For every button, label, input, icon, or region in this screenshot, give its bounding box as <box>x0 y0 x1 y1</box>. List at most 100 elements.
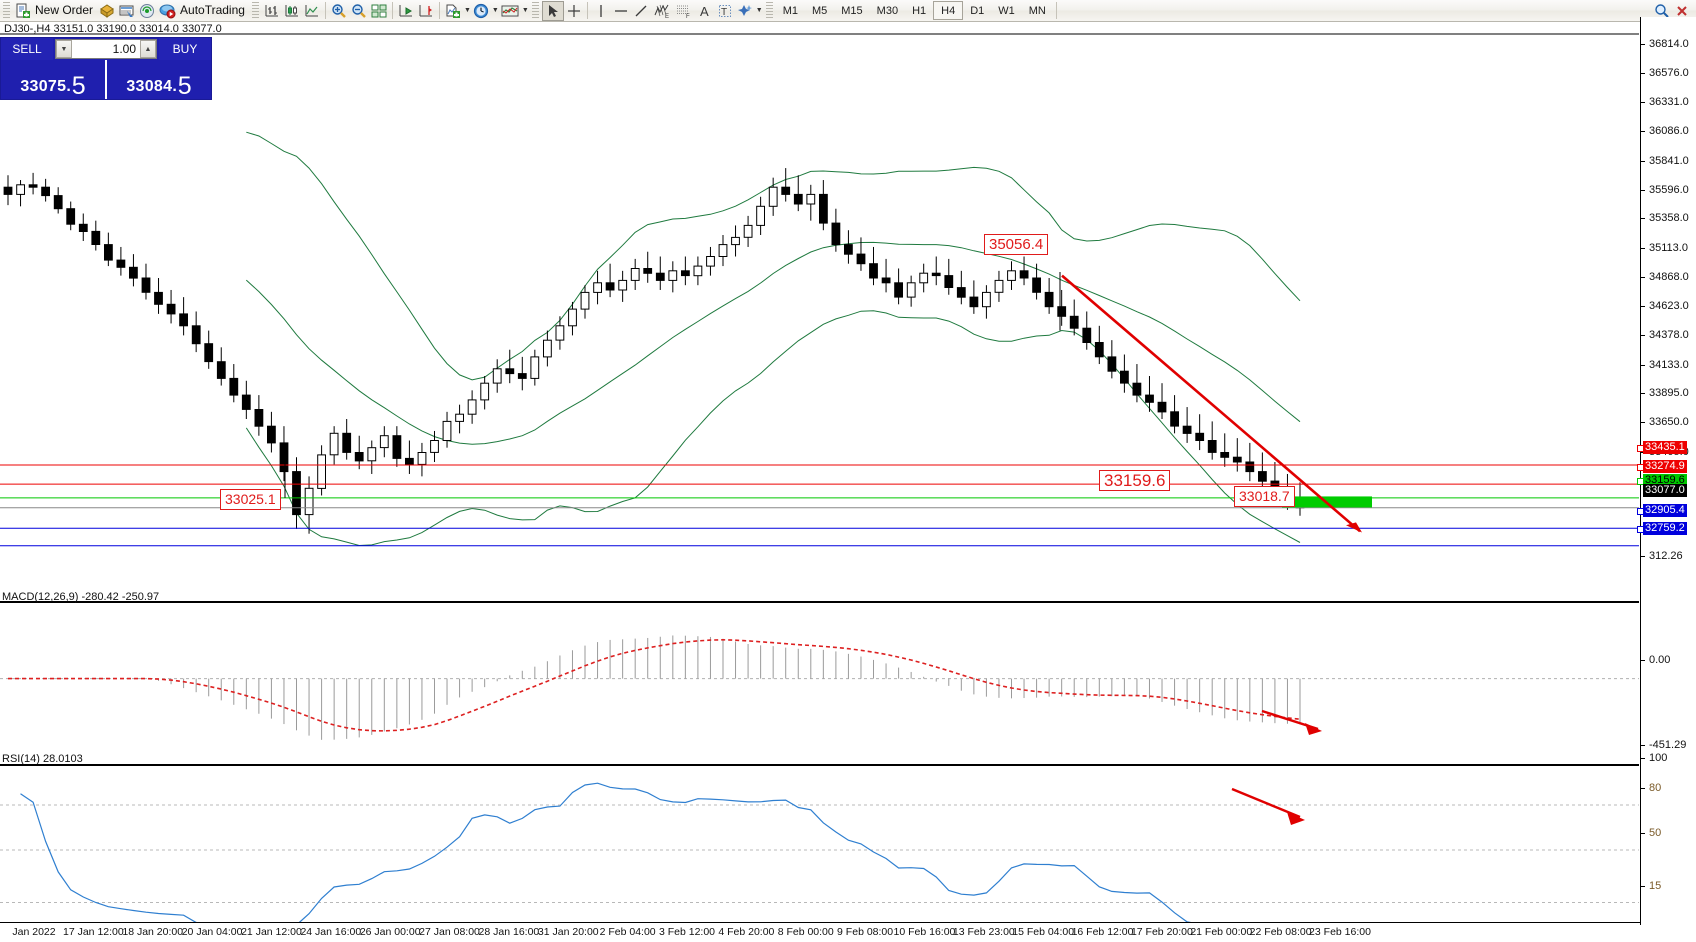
svg-text:T: T <box>721 7 727 18</box>
new-order-icon[interactable] <box>13 1 33 21</box>
templates-dropdown-arrow[interactable]: ▼ <box>521 7 529 14</box>
periods-dropdown-arrow[interactable]: ▼ <box>491 7 499 14</box>
text-label-icon[interactable]: T <box>715 1 735 21</box>
volume-stepper[interactable]: ▼ 1.00 ▲ <box>55 39 157 59</box>
price-level-handle-resistance-1[interactable] <box>1637 444 1644 452</box>
toolbar-grip-2[interactable] <box>251 2 259 19</box>
buy-button[interactable]: BUY <box>159 38 211 60</box>
date-axis-label: 31 Jan 20:00 <box>537 926 599 938</box>
buy-price[interactable]: 33084 . 5 <box>107 60 211 99</box>
shapes-icon[interactable] <box>735 1 755 21</box>
text-icon[interactable]: A <box>695 1 715 21</box>
autotrading-icon[interactable] <box>157 1 178 21</box>
timeframe-h4[interactable]: H4 <box>933 1 964 20</box>
indicators-dropdown-arrow[interactable]: ▼ <box>463 7 471 14</box>
chart-canvas-area[interactable] <box>0 17 1696 942</box>
horizontal-line-icon[interactable] <box>611 1 631 21</box>
fibonacci-icon[interactable]: F <box>673 1 695 21</box>
timeframe-m5[interactable]: M5 <box>811 4 828 17</box>
new-order-label[interactable]: New Order <box>35 3 94 17</box>
timeframe-w1[interactable]: W1 <box>998 4 1015 17</box>
tile-windows-icon[interactable] <box>369 1 389 21</box>
timeframe-h1[interactable]: H1 <box>912 4 927 17</box>
line-chart-icon[interactable] <box>302 1 322 21</box>
timeframe-group: M1 M5 M15 M30 H1 H4 D1 W1 MN <box>776 1 1053 20</box>
search-icon[interactable] <box>1652 1 1672 21</box>
price-level-handle-target-2[interactable] <box>1637 525 1644 533</box>
date-axis-label: 10 Feb 16:00 <box>893 926 956 938</box>
crosshair-icon[interactable] <box>564 1 584 21</box>
package-icon[interactable] <box>97 1 117 21</box>
trendline-icon[interactable] <box>631 1 651 21</box>
candlestick-chart-icon[interactable] <box>282 1 302 21</box>
toolbar-grip-4[interactable] <box>765 2 773 19</box>
svg-text:E: E <box>665 14 669 19</box>
volume-decrement-button[interactable]: ▼ <box>56 40 72 58</box>
rsi-axis-label: 80 <box>1649 782 1662 794</box>
vertical-line-icon[interactable] <box>591 1 611 21</box>
date-axis-label: 8 Feb 00:00 <box>777 926 834 938</box>
volume-increment-button[interactable]: ▲ <box>140 40 156 58</box>
volume-value[interactable]: 1.00 <box>112 42 136 56</box>
price-level-handle-resistance-2[interactable] <box>1637 464 1644 472</box>
close-icon[interactable] <box>1672 1 1692 21</box>
swing-high-label[interactable]: 35056.4 <box>984 234 1049 255</box>
price-axis-label: 36086.0 <box>1649 125 1689 138</box>
price-level-chip-target-2[interactable]: 32759.2 <box>1643 521 1687 535</box>
sell-price[interactable]: 33075 . 5 <box>1 60 105 99</box>
chart-shift-icon[interactable] <box>396 1 416 21</box>
periods-icon[interactable] <box>471 1 491 21</box>
timeframe-mn[interactable]: MN <box>1028 4 1046 17</box>
date-axis-label: 2 Feb 04:00 <box>599 926 656 938</box>
price-level-chip-resistance-1[interactable]: 33435.1 <box>1643 440 1687 454</box>
toolbar-separator-5 <box>1055 2 1057 19</box>
zoom-in-icon[interactable] <box>329 1 349 21</box>
date-axis-label: 13 Feb 23:00 <box>952 926 1015 938</box>
timeframe-m1[interactable]: M1 <box>782 4 798 17</box>
price-axis-tick <box>1641 422 1645 424</box>
price-axis-label: 35841.0 <box>1649 154 1689 167</box>
price-level-chip-support-green[interactable]: 33159.6 <box>1643 473 1687 487</box>
toolbar-right-group <box>1652 1 1696 21</box>
indicators-icon[interactable] <box>443 1 463 21</box>
cursor-icon[interactable] <box>541 0 564 21</box>
date-axis-label: Jan 2022 <box>12 926 56 938</box>
signals-icon[interactable] <box>137 1 157 21</box>
rsi-axis-label: 50 <box>1649 827 1662 839</box>
rsi-axis-tick <box>1641 758 1645 759</box>
price-axis[interactable]: 36814.0 36576.0 36331.0 36086.0 35841.0 35596… <box>1637 17 1696 925</box>
price-level-chip-current-price[interactable]: 33077.0 <box>1643 483 1687 497</box>
support-zone-label[interactable]: 33159.6 <box>1099 470 1171 491</box>
price-level-handle-support-green[interactable] <box>1637 477 1644 485</box>
price-level-chip-target-1[interactable]: 32905.4 <box>1643 504 1687 518</box>
price-chart-svg[interactable] <box>0 17 1696 942</box>
price-axis-label: 36576.0 <box>1649 66 1689 79</box>
timeframe-d1[interactable]: D1 <box>970 4 985 17</box>
bar-chart-icon[interactable] <box>262 1 282 21</box>
toolbar-separator <box>324 2 326 19</box>
templates-icon[interactable] <box>499 1 521 21</box>
rsi-axis-tick <box>1641 885 1645 887</box>
price-level-chip-resistance-2[interactable]: 33274.9 <box>1643 460 1687 474</box>
toolbar-grip-3[interactable] <box>531 2 539 19</box>
price-level-handle-target-1[interactable] <box>1637 508 1644 516</box>
elliott-wave-icon[interactable]: E <box>651 1 673 21</box>
timeframe-m30[interactable]: M30 <box>876 4 899 17</box>
one-click-trading-panel[interactable]: SELL ▼ 1.00 ▲ BUY 33075 . 5 33084 . 5 <box>0 37 212 100</box>
autotrading-label[interactable]: AutoTrading <box>180 3 245 17</box>
macd-indicator-label: MACD(12,26,9) -280.42 -250.97 <box>2 591 160 603</box>
timeframe-m15[interactable]: M15 <box>841 4 863 17</box>
price-axis-label: 33895.0 <box>1649 387 1689 400</box>
shapes-dropdown-arrow[interactable]: ▼ <box>755 7 763 14</box>
terminal-icon[interactable] <box>117 1 137 21</box>
oct-top-row: SELL ▼ 1.00 ▲ BUY <box>1 38 211 60</box>
entry-label[interactable]: 33018.7 <box>1234 486 1295 507</box>
auto-scroll-icon[interactable] <box>416 1 436 21</box>
toolbar-separator-3 <box>438 2 440 19</box>
zoom-out-icon[interactable] <box>349 1 369 21</box>
sell-button[interactable]: SELL <box>1 38 53 60</box>
toolbar-grip[interactable] <box>3 2 10 19</box>
price-axis-tick <box>1641 101 1645 103</box>
price-axis-label: 36814.0 <box>1649 38 1689 51</box>
swing-low-label[interactable]: 33025.1 <box>220 489 281 510</box>
